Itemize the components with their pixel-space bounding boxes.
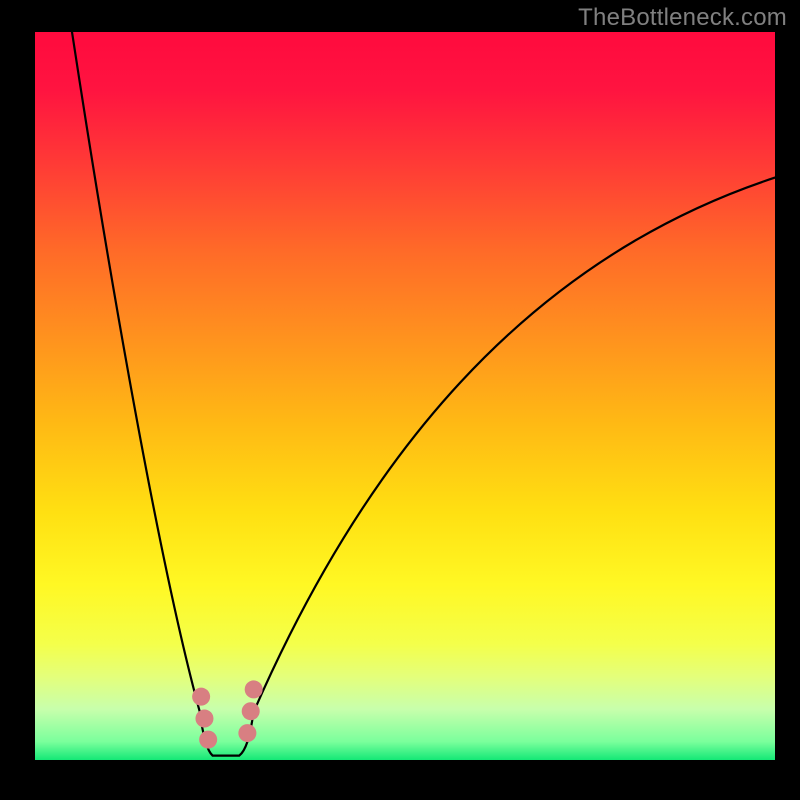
wall-marker <box>199 731 217 749</box>
watermark-text: TheBottleneck.com <box>578 4 787 32</box>
gradient-plot-area <box>35 32 775 760</box>
chart-container: TheBottleneck.com <box>0 0 800 800</box>
wall-marker <box>242 702 260 720</box>
bottleneck-chart <box>0 0 800 800</box>
wall-marker <box>192 688 210 706</box>
wall-marker <box>245 680 263 698</box>
wall-marker <box>195 710 213 728</box>
wall-marker <box>238 724 256 742</box>
